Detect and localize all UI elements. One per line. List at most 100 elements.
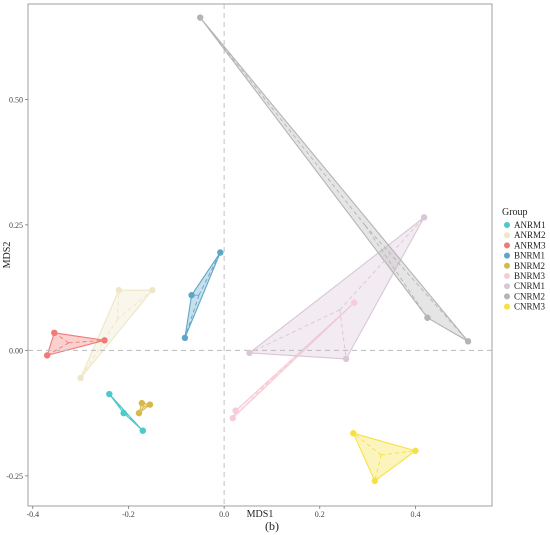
x-tick-label: 0.4	[410, 510, 420, 519]
point-anrm3-2	[51, 329, 58, 337]
hull-bnrm3	[232, 302, 355, 419]
plot-panel	[27, 3, 493, 507]
x-axis-title: MDS1	[247, 509, 274, 520]
point-anrm1-2	[120, 409, 127, 417]
spoke-bnrm3-3	[273, 302, 355, 378]
legend-item-cnrm3: CNRM3	[504, 302, 546, 312]
spoke-bnrm2-1	[138, 406, 144, 414]
legend-label-cnrm1: CNRM1	[514, 281, 545, 291]
point-cnrm3-1	[350, 430, 357, 437]
spoke-cnrm3-2	[374, 454, 382, 482]
legend-swatch-bnrm2	[504, 262, 510, 269]
legend-swatch-anrm3	[504, 242, 510, 249]
spoke-bnrm3-2	[235, 376, 275, 411]
y-tick-label: -0.25	[6, 472, 23, 481]
legend-label-bnrm1: BNRM1	[514, 251, 545, 261]
point-cnrm1-1	[246, 349, 253, 357]
point-bnrm2-3	[146, 401, 154, 408]
point-cnrm2-3	[464, 338, 472, 345]
x-tick-label: 0.0	[219, 510, 229, 519]
point-anrm2-3	[149, 286, 156, 294]
x-tick-label: -0.4	[26, 510, 39, 519]
point-bnrm3-3	[351, 299, 358, 306]
point-bnrm2-2	[138, 399, 146, 407]
y-axis-ticks: -0.25 0.00 0.25 0.50	[6, 95, 28, 481]
point-cnrm1-3	[420, 214, 428, 221]
point-bnrm2-1	[135, 409, 143, 417]
x-tick-label: 0.2	[315, 510, 325, 519]
legend-label-anrm3: ANRM3	[514, 240, 546, 250]
legend-swatch-cnrm1	[504, 283, 510, 290]
data-points	[43, 14, 472, 485]
legend-item-anrm2: ANRM2	[504, 230, 546, 240]
legend-item-anrm1: ANRM1	[504, 220, 546, 230]
legend-title: Group	[502, 207, 528, 218]
legend-swatch-anrm2	[504, 232, 510, 239]
y-tick-label: 0.50	[9, 95, 23, 104]
legend-label-bnrm3: BNRM3	[514, 271, 546, 281]
spoke-bnrm2-3	[143, 404, 151, 408]
legend: Group ANRM1ANRM2ANRM3BNRM1BNRM2BNRM3CNRM…	[502, 207, 546, 312]
point-bnrm1-1	[181, 334, 189, 342]
spoke-anrm2-2	[116, 290, 120, 320]
legend-label-cnrm3: CNRM3	[514, 302, 546, 312]
spoke-bnrm1-1	[184, 295, 200, 338]
legend-label-anrm2: ANRM2	[514, 230, 546, 240]
spoke-cnrm3-3	[381, 450, 416, 456]
legend-item-bnrm3: BNRM3	[504, 271, 546, 281]
hull-bnrm1	[184, 251, 221, 339]
hull-cnrm1	[248, 216, 425, 360]
spoke-cnrm2-3	[364, 225, 469, 342]
spoke-cnrm3-1	[353, 432, 382, 456]
legend-item-cnrm2: CNRM2	[504, 291, 545, 301]
spoke-anrm2-3	[117, 289, 153, 320]
legend-swatch-bnrm1	[504, 252, 510, 259]
point-cnrm3-3	[412, 447, 419, 454]
figure-caption: (b)	[265, 519, 279, 533]
spoke-anrm3-3	[68, 339, 105, 344]
point-cnrm2-2	[424, 314, 431, 321]
point-anrm2-1	[77, 374, 84, 382]
point-cnrm1-2	[342, 355, 350, 363]
legend-swatch-cnrm2	[504, 293, 510, 300]
legend-item-bnrm1: BNRM1	[504, 251, 545, 261]
group-hulls	[46, 17, 469, 482]
spoke-bnrm1-3	[198, 252, 221, 296]
point-bnrm1-3	[217, 249, 224, 256]
spoke-cnrm2-1	[199, 17, 366, 226]
spoke-cnrm1-2	[339, 309, 347, 359]
point-bnrm3-1	[229, 414, 236, 422]
spoke-cnrm2-2	[364, 225, 428, 319]
point-anrm1-1	[106, 390, 113, 398]
legend-label-anrm1: ANRM1	[514, 220, 546, 230]
point-cnrm3-2	[371, 477, 379, 485]
spoke-bnrm3-1	[232, 376, 275, 419]
legend-swatch-cnrm3	[504, 303, 510, 310]
x-axis-ticks: -0.4 -0.2 0.0 0.2 0.4	[26, 506, 420, 519]
point-bnrm3-2	[232, 407, 239, 414]
y-tick-label: 0.00	[9, 346, 23, 355]
point-cnrm2-1	[197, 14, 204, 21]
point-anrm3-3	[101, 337, 108, 344]
legend-swatch-anrm1	[504, 222, 510, 228]
hull-anrm2	[80, 289, 153, 379]
point-bnrm1-2	[188, 291, 195, 299]
legend-swatch-bnrm3	[504, 273, 510, 279]
y-tick-label: 0.25	[9, 221, 23, 230]
spoke-cnrm1-1	[249, 309, 341, 354]
hull-cnrm2	[199, 17, 469, 342]
legend-item-anrm3: ANRM3	[504, 240, 546, 250]
hull-anrm3	[46, 332, 106, 356]
legend-label-cnrm2: CNRM2	[514, 291, 545, 301]
y-axis-title: MDS2	[2, 242, 13, 269]
point-anrm1-3	[139, 427, 147, 434]
x-tick-label: -0.2	[122, 510, 135, 519]
legend-item-bnrm2: BNRM2	[504, 261, 545, 271]
reference-lines	[28, 4, 492, 506]
point-anrm3-1	[43, 352, 51, 359]
spoke-anrm2-1	[80, 319, 118, 379]
legend-item-cnrm1: CNRM1	[504, 281, 545, 291]
point-anrm2-2	[115, 286, 123, 294]
centroid-spokes	[46, 17, 469, 482]
